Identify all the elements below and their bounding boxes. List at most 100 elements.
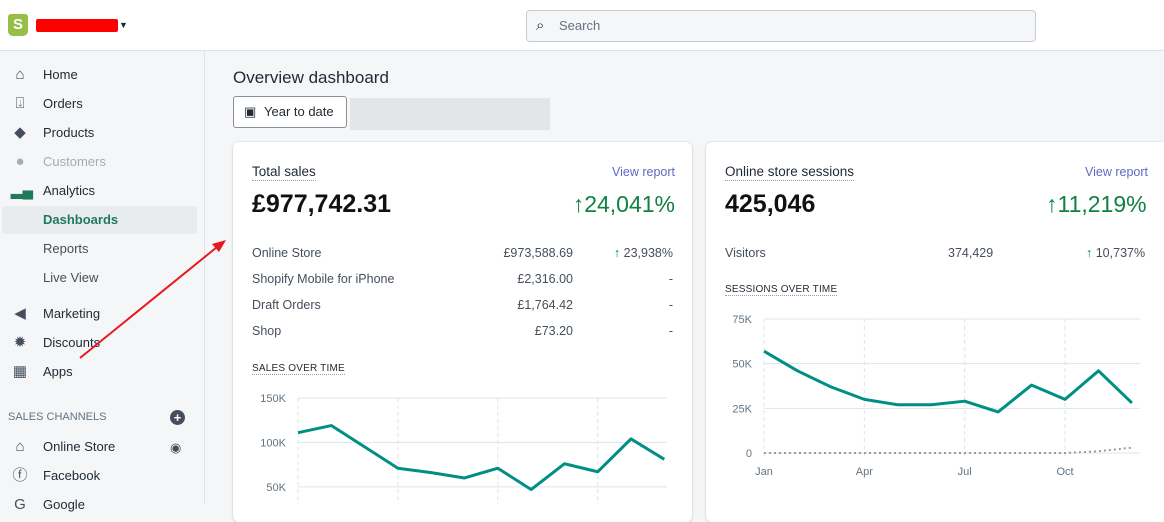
calendar-icon: ▣ [244,97,256,127]
text: £1,764.42 [517,298,573,312]
row-value: £1,764.42 [517,298,573,312]
orders-icon: ⍗ [11,90,29,118]
search-icon: ⌕ [536,11,544,41]
row-value: £73.20 [535,324,573,338]
label: Dashboards [43,206,118,234]
store-name-redacted[interactable] [36,19,118,32]
y-tick-label: 25K [732,403,752,415]
page-title: Overview dashboard [233,68,389,88]
search-input[interactable]: ⌕ Search [526,10,1036,42]
sidebar-item-customers[interactable]: ● Customers [0,148,205,176]
chart-title[interactable]: SALES OVER TIME [252,363,345,375]
row-change: - [669,324,673,338]
change-value: 11,219% [1058,191,1147,217]
text: £73.20 [535,324,573,338]
y-tick-label: 150K [260,393,286,405]
label: Marketing [43,300,100,328]
arrow-up-icon: ↑ [1046,191,1058,217]
y-tick-label: 50K [266,482,286,494]
text: Shop [252,324,281,338]
x-tick-label: Jul [958,466,972,478]
label: Products [43,119,94,147]
card-title[interactable]: Online store sessions [725,164,854,181]
apps-icon: ▦ [11,358,29,386]
row-value: £2,316.00 [517,272,573,286]
sidebar-item-live-view[interactable]: Live View [0,264,205,292]
search-placeholder: Search [559,18,600,33]
text: - [669,298,673,312]
row-change: - [669,272,673,286]
sidebar-item-reports[interactable]: Reports [0,235,205,263]
view-report-link[interactable]: View report [1085,165,1148,179]
top-bar: S ▼ ⌕ Search [0,0,1164,51]
row-value: £973,588.69 [503,246,573,260]
row-label: Draft Orders [252,298,321,312]
chevron-down-icon[interactable]: ▼ [119,20,128,30]
y-tick-label: 75K [732,314,752,326]
total-change: ↑24,041% [573,191,675,218]
comparison-placeholder [350,98,550,130]
person-icon: ● [11,148,29,176]
sales-channels-heading: SALES CHANNELS [8,411,106,423]
sidebar-item-dashboards[interactable]: Dashboards [2,206,197,234]
arrow-up-icon: ↑ [573,191,585,217]
arrow-up-icon: ↑ [1086,246,1096,260]
facebook-icon: ⓕ [11,462,29,490]
view-report-link[interactable]: View report [612,165,675,179]
x-tick-label: Oct [1056,466,1073,478]
series-line-current [764,351,1132,412]
change-value: 10,737% [1096,246,1145,260]
sidebar-item-home[interactable]: ⌂ Home [0,61,205,89]
total-value: 425,046 [725,190,815,219]
chart-title[interactable]: SESSIONS OVER TIME [725,284,837,296]
home-icon: ⌂ [11,61,29,89]
eye-icon[interactable]: ◉ [170,440,181,456]
sidebar: ⌂ Home ⍗Orders ◆ Products ● Customers ▂▄ Ana… [0,51,205,504]
discount-icon: ✹ [11,329,29,357]
row-change: ↑ 23,938% [614,246,673,260]
label: Analytics [43,177,95,205]
text: £2,316.00 [517,272,573,286]
sidebar-item-products[interactable]: ◆ Products [0,119,205,147]
date-range-button[interactable]: ▣ Year to date [233,96,347,128]
label: Live View [43,264,98,292]
add-channel-button[interactable]: + [170,410,185,425]
shopify-logo-icon[interactable]: S [8,14,28,36]
sidebar-item-orders[interactable]: ⍗Orders [0,90,205,118]
text: Online Store [252,246,321,260]
y-tick-label: 100K [260,437,286,449]
label: Google [43,491,85,519]
y-tick-label: 50K [732,359,752,371]
text: - [669,272,673,286]
total-change: ↑11,219% [1046,191,1147,218]
bar-chart-icon: ▂▄ [11,177,29,205]
label: Online Store [43,433,115,461]
row-label: Shop [252,324,281,338]
label: Reports [43,235,89,263]
text: 23,938% [624,246,673,260]
google-icon: G [11,491,29,519]
sidebar-item-apps[interactable]: ▦Apps [0,358,205,386]
total-value: £977,742.31 [252,190,391,219]
row-label: Online Store [252,246,321,260]
label: Home [43,61,78,89]
sidebar-item-discounts[interactable]: ✹Discounts [0,329,205,357]
series-line-previous [764,448,1132,453]
y-tick-label: 0 [746,448,752,460]
sidebar-item-analytics[interactable]: ▂▄ Analytics [0,177,205,205]
text: £973,588.69 [503,246,573,260]
date-range-label: Year to date [264,104,334,119]
x-tick-label: Apr [856,466,873,478]
sidebar-item-marketing[interactable]: ◀ Marketing [0,300,205,328]
tag-icon: ◆ [11,119,29,147]
text: - [669,324,673,338]
card-title[interactable]: Total sales [252,164,316,181]
megaphone-icon: ◀ [11,300,29,328]
label: Customers [43,148,106,176]
sales-over-time-chart: 150K 100K 50K [240,385,680,504]
visitors-label: Visitors [725,246,766,260]
change-value: 24,041% [584,191,675,217]
sidebar-item-google[interactable]: G Google [0,491,205,519]
